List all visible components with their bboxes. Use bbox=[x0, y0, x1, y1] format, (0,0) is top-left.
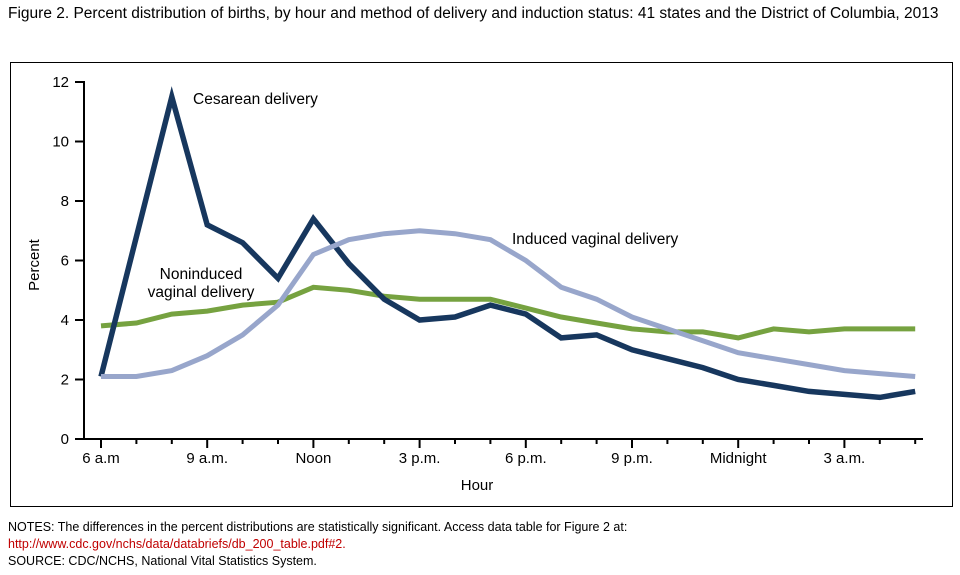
series-line-noninduced-vaginal-delivery bbox=[100, 284, 916, 341]
x-tick-label: 6 p.m. bbox=[505, 450, 547, 467]
y-tick-label: 12 bbox=[52, 74, 69, 91]
y-tick-label: 8 bbox=[61, 193, 69, 210]
chart-canvas: 0 2 4 6 8 10 12 6 a.m 9 a.m. Noon 3 p.m. 6 p.m. 9 p.… bbox=[26, 74, 923, 494]
x-tick-label: 9 a.m. bbox=[186, 450, 228, 467]
y-axis-label: Percent bbox=[26, 238, 43, 291]
series-line-cesarean-delivery bbox=[98, 86, 916, 401]
notes-text: NOTES: The differences in the percent di… bbox=[8, 520, 628, 534]
x-tick-label: Midnight bbox=[710, 450, 768, 467]
x-tick-label: 9 p.m. bbox=[611, 450, 653, 467]
chart-frame: 0 2 4 6 8 10 12 6 a.m 9 a.m. Noon 3 p.m. 6 p.m. 9 p.… bbox=[10, 62, 953, 507]
series-label: vaginal delivery bbox=[148, 284, 255, 301]
chart-notes: NOTES: The differences in the percent di… bbox=[8, 519, 948, 569]
y-tick-label: 0 bbox=[61, 431, 69, 448]
y-tick-label: 6 bbox=[61, 253, 69, 270]
series-line-induced-vaginal-delivery bbox=[101, 228, 916, 379]
series-label: Cesarean delivery bbox=[193, 91, 318, 108]
x-tick-label: Noon bbox=[295, 450, 331, 467]
y-tick-label: 4 bbox=[61, 312, 69, 329]
x-tick-label: 6 a.m bbox=[82, 450, 120, 467]
x-tick-label: 3 p.m. bbox=[399, 450, 441, 467]
x-axis-label: Hour bbox=[461, 477, 494, 494]
y-tick-label: 10 bbox=[52, 134, 69, 151]
data-table-link[interactable]: http://www.cdc.gov/nchs/data/databriefs/… bbox=[8, 536, 346, 551]
figure-title: Figure 2. Percent distribution of births… bbox=[8, 5, 939, 22]
y-tick-label: 2 bbox=[61, 372, 69, 389]
series-label: Noninduced bbox=[160, 266, 243, 283]
source-text: SOURCE: CDC/NCHS, National Vital Statist… bbox=[8, 553, 317, 568]
x-tick-label: 3 a.m. bbox=[824, 450, 866, 467]
series-label: Induced vaginal delivery bbox=[512, 231, 679, 248]
